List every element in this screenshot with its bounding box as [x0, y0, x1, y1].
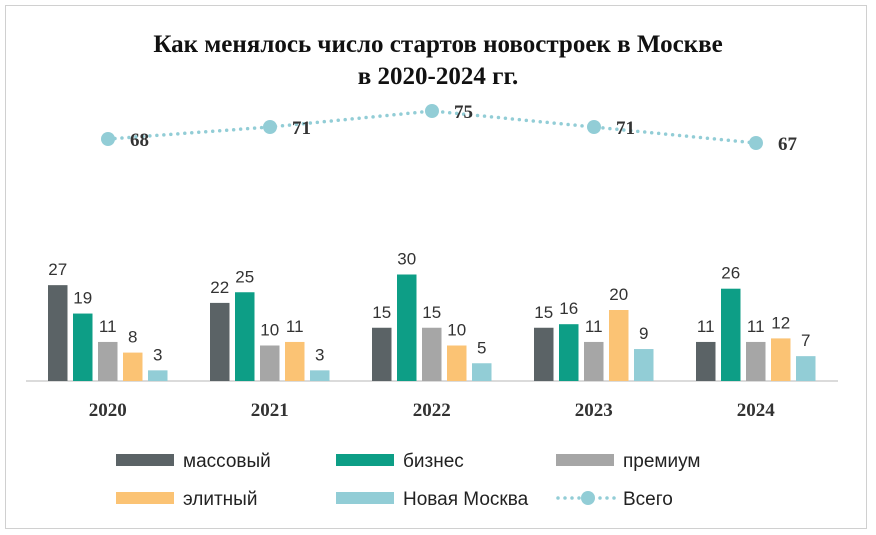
bar-2020-4 [148, 370, 168, 381]
legend-label-4: Новая Москва [403, 489, 529, 510]
legend: массовый бизнес премиум элитный Новая Москва… [116, 451, 700, 510]
bar-2021-1 [235, 292, 255, 381]
legend-swatch-2 [556, 454, 614, 466]
total-label-2022: 75 [454, 102, 473, 123]
legend-swatch-3 [116, 492, 174, 504]
legend-label-2: премиум [623, 451, 700, 472]
bar-2022-2 [422, 327, 442, 381]
bar-2020-1 [73, 313, 93, 381]
bar-2020-3 [123, 352, 143, 381]
legend-label-3: элитный [183, 489, 257, 510]
bar-label-2022-2: 15 [422, 303, 441, 322]
bar-2023-1 [559, 324, 579, 381]
bar-label-2023-0: 15 [534, 303, 553, 322]
x-tick-label-2021: 2021 [251, 400, 289, 421]
chart-title-line-2: в 2020-2024 гг. [358, 63, 518, 90]
bar-label-2022-1: 30 [397, 250, 416, 269]
x-tick-label-2023: 2023 [575, 400, 613, 421]
bar-label-2023-2: 11 [585, 317, 603, 336]
bar-label-2023-3: 20 [609, 285, 628, 304]
bar-label-2021-3: 11 [286, 317, 304, 336]
bar-label-2020-1: 19 [73, 289, 92, 308]
x-tick-label-2020: 2020 [89, 400, 127, 421]
bar-2024-0 [696, 341, 716, 381]
bar-2023-0 [534, 327, 554, 381]
bar-2021-3 [285, 341, 305, 381]
bar-2024-4 [796, 356, 816, 381]
bar-label-2021-4: 3 [315, 345, 324, 364]
total-marker-2024 [749, 136, 763, 150]
total-label-2020: 68 [130, 130, 149, 151]
bar-label-2022-4: 5 [477, 338, 486, 357]
bar-label-2024-3: 12 [771, 313, 790, 332]
bar-2022-4 [472, 363, 492, 381]
bar-2022-0 [372, 327, 392, 381]
bar-2021-2 [260, 345, 280, 381]
bar-label-2023-1: 16 [559, 299, 578, 318]
legend-label-1: бизнес [403, 451, 464, 472]
total-marker-2022 [425, 104, 439, 118]
bar-label-2021-1: 25 [235, 267, 254, 286]
legend-swatch-0 [116, 454, 174, 466]
bar-label-2020-3: 8 [128, 328, 137, 347]
bar-label-2024-4: 7 [801, 331, 810, 350]
chart-frame [5, 5, 867, 529]
bar-2023-3 [609, 310, 629, 381]
chart-title-line-1: Как менялось число стартов новостроек в … [153, 31, 722, 58]
legend-swatch-1 [336, 454, 394, 466]
bar-2024-3 [771, 338, 791, 381]
bar-2023-2 [584, 341, 604, 381]
legend-swatch-4 [336, 492, 394, 504]
bar-2022-3 [447, 345, 467, 381]
bar-label-2022-3: 10 [447, 321, 466, 340]
bar-label-2020-0: 27 [48, 260, 67, 279]
bar-label-2020-2: 11 [99, 317, 117, 336]
bar-2021-0 [210, 302, 230, 381]
total-label-2023: 71 [616, 118, 635, 139]
legend-label-0: массовый [183, 451, 271, 472]
bar-label-2024-1: 26 [721, 264, 740, 283]
bar-label-2023-4: 9 [639, 324, 648, 343]
bar-2024-1 [721, 288, 741, 381]
x-tick-label-2024: 2024 [737, 400, 776, 421]
bar-2023-4 [634, 349, 654, 381]
total-marker-2020 [101, 132, 115, 146]
bar-label-2024-2: 11 [747, 317, 765, 336]
total-marker-2023 [587, 120, 601, 134]
bar-label-2024-0: 11 [697, 317, 715, 336]
total-marker-2021 [263, 120, 277, 134]
bar-label-2021-2: 10 [260, 321, 279, 340]
total-label-2021: 71 [292, 118, 311, 139]
bar-2020-2 [98, 341, 118, 381]
bar-2020-0 [48, 285, 68, 381]
bar-label-2020-4: 3 [153, 345, 162, 364]
legend-label-5: Всего [623, 489, 673, 510]
bar-label-2022-0: 15 [372, 303, 391, 322]
x-tick-labels: 2020 2021 2022 2023 2024 [89, 400, 776, 421]
x-tick-label-2022: 2022 [413, 400, 451, 421]
bar-2021-4 [310, 370, 330, 381]
bar-label-2021-0: 22 [210, 278, 229, 297]
legend-swatch-marker [581, 491, 595, 505]
bar-2022-1 [397, 274, 417, 381]
total-line-group: 68 71 75 71 67 [101, 102, 798, 155]
bar-2024-2 [746, 341, 766, 381]
total-label-2024: 67 [778, 134, 798, 155]
